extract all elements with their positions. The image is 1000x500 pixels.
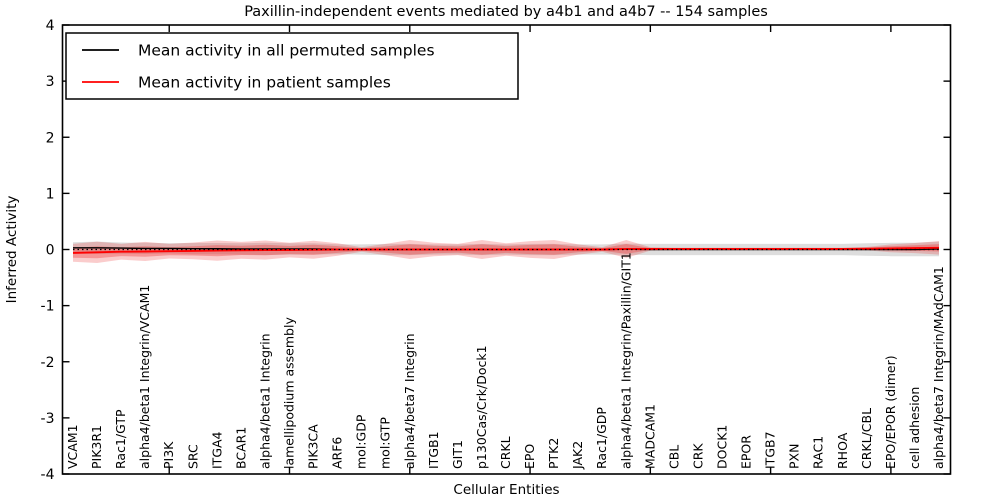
x-tick-label: MADCAM1 bbox=[642, 404, 657, 469]
x-tick-label: alpha4/beta1 Integrin bbox=[257, 333, 272, 469]
x-tick-label: CRKL bbox=[498, 436, 513, 469]
y-tick-label: -4 bbox=[41, 467, 55, 483]
x-tick-label: CRK bbox=[690, 443, 705, 469]
x-tick-label: mol:GTP bbox=[378, 417, 393, 469]
x-tick-label: PTK2 bbox=[546, 438, 561, 469]
y-tick-label: 4 bbox=[46, 18, 55, 34]
x-tick-label: cell adhesion bbox=[907, 387, 922, 469]
y-tick-label: -2 bbox=[41, 355, 55, 371]
x-tick-label: CRKL/CBL bbox=[859, 408, 874, 469]
x-tick-label: EPO/EPOR (dimer) bbox=[883, 355, 898, 469]
x-tick-label: Rac1/GTP bbox=[113, 409, 128, 469]
x-tick-label: alpha4/beta1 Integrin/VCAM1 bbox=[137, 285, 152, 469]
x-tick-label: Rac1/GDP bbox=[594, 407, 609, 469]
x-tick-label: lamellipodium assembly bbox=[282, 317, 297, 469]
patient-samples-band-outer bbox=[73, 240, 939, 263]
x-tick-label: alpha4/beta7 Integrin/MAdCAM1 bbox=[931, 266, 946, 469]
x-tick-label: EPO bbox=[522, 444, 537, 469]
x-tick-label: alpha4/beta1 Integrin/Paxillin/GIT1 bbox=[618, 252, 633, 469]
x-tick-label: PIK3CA bbox=[306, 424, 321, 469]
legend-box bbox=[65, 32, 519, 100]
x-tick-label: PI3K bbox=[161, 441, 176, 469]
x-tick-label: JAK2 bbox=[570, 441, 585, 470]
x-tick-label: RAC1 bbox=[811, 436, 826, 469]
y-tick-label: 1 bbox=[46, 186, 55, 202]
chart-title: Paxillin-independent events mediated by … bbox=[244, 4, 768, 20]
x-tick-label: ITGB7 bbox=[763, 431, 778, 469]
x-axis-label: Cellular Entities bbox=[453, 482, 559, 498]
x-tick-label: ITGB1 bbox=[426, 431, 441, 469]
y-tick-label: 0 bbox=[46, 243, 55, 259]
x-tick-label: DOCK1 bbox=[715, 425, 730, 469]
y-tick-label: 2 bbox=[46, 130, 55, 146]
x-tick-label: RHOA bbox=[835, 432, 850, 469]
y-tick-label: -3 bbox=[41, 411, 55, 427]
patient-samples-band-inner bbox=[73, 244, 939, 259]
x-tick-label: ITGA4 bbox=[209, 431, 224, 469]
x-tick-label: VCAM1 bbox=[65, 424, 80, 469]
x-tick-label: CBL bbox=[666, 445, 681, 469]
y-tick-label: 3 bbox=[46, 74, 55, 90]
x-tick-label: p130Cas/Crk/Dock1 bbox=[474, 345, 489, 469]
x-tick-label: SRC bbox=[185, 444, 200, 469]
x-tick-label: EPOR bbox=[739, 435, 754, 469]
x-tick-label: GIT1 bbox=[450, 440, 465, 469]
legend-item-label: Mean activity in patient samples bbox=[138, 74, 391, 92]
x-tick-label: mol:GDP bbox=[354, 414, 369, 469]
y-axis-label: Inferred Activity bbox=[4, 196, 20, 304]
x-tick-label: alpha4/beta7 Integrin bbox=[402, 333, 417, 469]
y-tick-label: -1 bbox=[41, 299, 55, 315]
x-tick-label: BCAR1 bbox=[233, 427, 248, 469]
x-tick-label: ARF6 bbox=[330, 437, 345, 469]
legend-item-label: Mean activity in all permuted samples bbox=[138, 42, 435, 60]
x-tick-label: PIK3R1 bbox=[89, 425, 104, 469]
x-tick-label: PXN bbox=[787, 444, 802, 469]
